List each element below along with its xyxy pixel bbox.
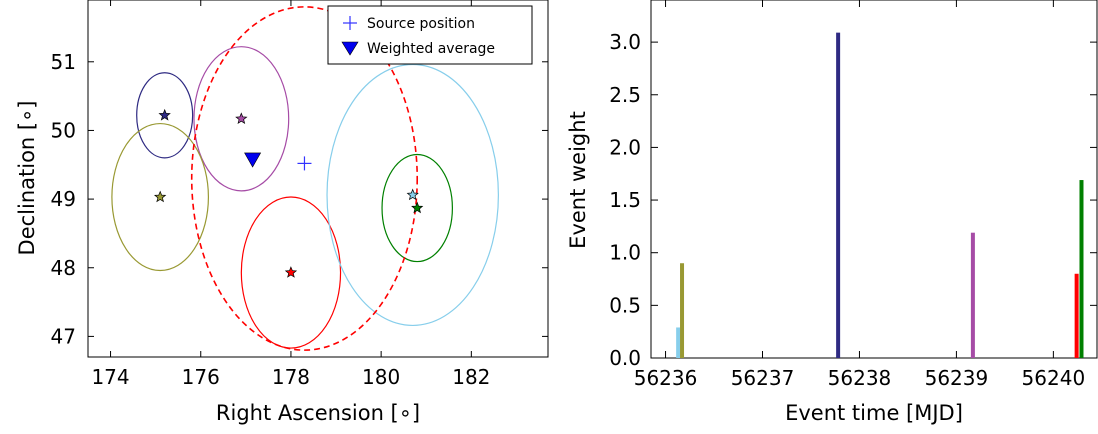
event-star-marker: [153, 190, 167, 203]
weight-tick-label: 1.5: [609, 188, 641, 212]
event-weight-bar: [680, 263, 685, 358]
source-position-marker: [297, 156, 312, 171]
mjd-tick-label: 56238: [828, 366, 892, 390]
dec-tick-label: 48: [51, 256, 76, 280]
event-markers: [153, 108, 424, 278]
mjd-ticks: 56236 56237 56238 56239 56240: [634, 0, 1085, 390]
weight-tick-label: 1.0: [609, 241, 641, 265]
legend-box: [327, 5, 533, 65]
legend-average-label: Weighted average: [367, 41, 495, 57]
event-circles: [111, 6, 499, 351]
event-star-marker: [411, 201, 424, 214]
event-circle: [193, 46, 290, 192]
event-star-marker: [406, 188, 419, 201]
weight-tick-label: 0.0: [609, 346, 641, 370]
event-weight-bar: [1074, 273, 1079, 358]
ra-tick-label: 178: [272, 365, 310, 389]
legend-average-marker: [341, 41, 359, 56]
weight-tick-label: 2.0: [609, 135, 641, 159]
mjd-tick-label: 56240: [1022, 366, 1086, 390]
weight-tick-label: 2.5: [609, 83, 641, 107]
sky-map-panel: 174 176 178 180 182 47 48 49 50 51 Right Ascensi…: [15, 0, 549, 425]
ra-tick-label: 176: [182, 365, 220, 389]
event-star-marker: [284, 266, 298, 278]
mjd-tick-label: 56237: [731, 366, 795, 390]
event-weight-bars: [676, 32, 1084, 359]
event-star-marker: [158, 108, 171, 121]
event-weight-panel: 56236 56237 56238 56239 56240 0.0 0.5 1.0 1.5 2.…: [566, 0, 1098, 425]
ra-tick-label: 180: [362, 365, 400, 389]
dec-ticks: 47 48 49 50 51: [51, 50, 548, 348]
event-circle: [381, 153, 453, 263]
event-weight-bar: [970, 232, 975, 358]
weight-ticks: 0.0 0.5 1.0 1.5 2.0 2.5 3.0: [609, 30, 1097, 370]
event-weight-bar: [676, 327, 681, 358]
weight-tick-label: 0.5: [609, 293, 641, 317]
ra-axis-title: Right Ascension [∘]: [216, 401, 420, 425]
weight-axis-title: Event weight: [566, 111, 590, 249]
event-circle: [136, 72, 194, 159]
event-weight-bar: [1079, 180, 1084, 358]
ra-ticks: 174 176 178 180 182: [91, 0, 490, 389]
legend-source-label: Source position: [367, 16, 475, 32]
weighted-average-marker: [244, 152, 262, 168]
weight-tick-label: 3.0: [609, 30, 641, 54]
dec-tick-label: 47: [51, 324, 76, 348]
event-circle: [240, 196, 342, 349]
ra-tick-label: 174: [91, 365, 129, 389]
dec-tick-label: 49: [51, 187, 76, 211]
region-circle: [190, 6, 419, 351]
legend: Source position Weighted average: [327, 5, 533, 65]
mjd-tick-label: 56239: [925, 366, 989, 390]
mjd-tick-label: 56236: [634, 366, 698, 390]
event-weight-bar: [836, 32, 841, 359]
ra-tick-label: 182: [452, 365, 490, 389]
dec-tick-label: 50: [51, 118, 76, 142]
legend-source-marker: [343, 16, 357, 30]
mjd-axis-title: Event time [MJD]: [785, 401, 963, 425]
event-star-marker: [235, 112, 248, 124]
event-weight-plot-area: [650, 0, 1098, 359]
event-circle: [111, 122, 210, 272]
dec-axis-title: Declination [∘]: [15, 101, 39, 256]
event-circle: [326, 63, 499, 327]
dec-tick-label: 51: [51, 50, 76, 74]
